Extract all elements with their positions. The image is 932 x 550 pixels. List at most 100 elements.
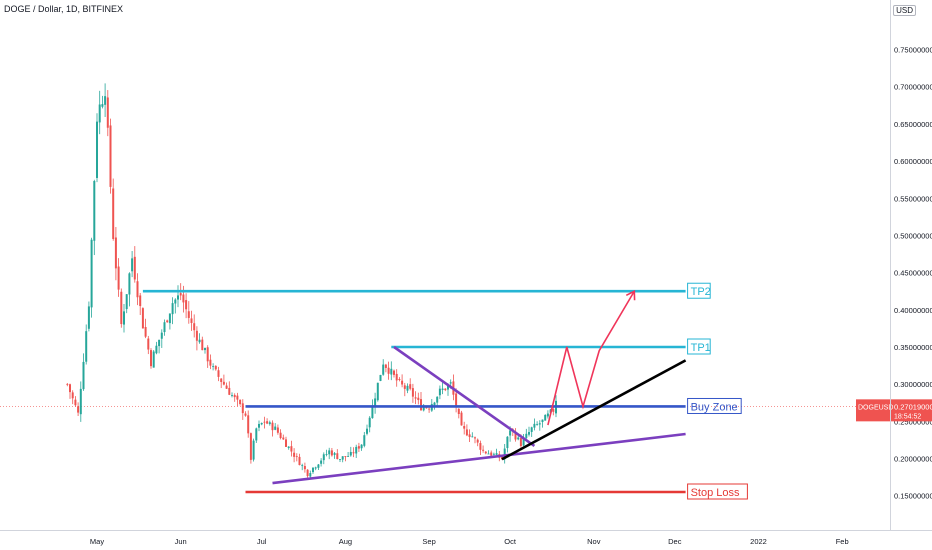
candle-body	[198, 339, 201, 343]
candle-body	[285, 439, 287, 447]
candle-body	[74, 399, 77, 406]
candle-body	[236, 395, 239, 400]
last-price-tag: DOGEUSD 0.27019000 18:54:52	[856, 399, 932, 422]
levels-layer	[142, 289, 686, 494]
candle-body	[96, 121, 98, 178]
candle-body	[409, 384, 412, 389]
currency-button[interactable]: USD	[893, 5, 916, 16]
candle-body	[438, 388, 441, 396]
candle-body	[463, 426, 466, 429]
candle-body	[449, 382, 452, 384]
candle-body	[244, 413, 247, 416]
candle-body	[125, 294, 128, 310]
candle-body	[306, 469, 309, 477]
candle-body	[525, 433, 528, 439]
candle-body	[360, 444, 363, 449]
candle-body	[538, 423, 541, 425]
candle-body	[436, 396, 439, 403]
time-axis-border	[0, 530, 932, 531]
candle-body	[139, 295, 142, 307]
y-tick-label: 0.30000000	[894, 380, 932, 389]
candle-body	[109, 125, 112, 187]
candle-body	[101, 104, 104, 107]
candle-body	[517, 437, 520, 440]
candle-body	[117, 266, 120, 290]
candle-body	[339, 459, 341, 460]
candle-body	[330, 450, 333, 456]
candle-body	[282, 437, 285, 440]
candle-body	[233, 395, 236, 398]
level-labels-layer: TP2 TP1 Buy Zone Stop Loss	[687, 282, 748, 500]
candle-body	[447, 384, 449, 390]
candle-body	[279, 432, 282, 438]
candle-body	[387, 367, 390, 374]
candle-body	[160, 332, 163, 339]
candle-body	[217, 370, 220, 377]
candle-body	[152, 351, 155, 368]
x-tick-label: Jun	[175, 537, 187, 546]
y-tick-label: 0.45000000	[894, 269, 932, 278]
candle-body	[455, 393, 458, 408]
candle-body	[474, 437, 476, 439]
candle-body	[530, 427, 533, 432]
projection-layer	[547, 289, 636, 426]
last-price-tag-bg	[856, 399, 932, 422]
candle-body	[150, 350, 152, 367]
candle-body	[325, 454, 328, 455]
candle-body	[509, 430, 512, 436]
candle-body	[90, 239, 93, 308]
y-tick-label: 0.60000000	[894, 157, 932, 166]
candle-body	[482, 449, 485, 451]
candle-body	[228, 387, 231, 395]
candle-body	[247, 415, 250, 434]
candle-body	[187, 311, 190, 318]
candle-body	[195, 330, 198, 341]
candle-body	[352, 452, 355, 454]
candle-body	[147, 338, 150, 350]
time-axis[interactable]: May Jun Jul Aug Sep Oct Nov Dec 2022 Feb	[90, 537, 849, 546]
candle-body	[390, 368, 393, 375]
level-label-tp1: TP1	[691, 342, 711, 354]
candle-body	[336, 453, 339, 460]
candle-body	[317, 464, 320, 468]
x-tick-label: Aug	[339, 537, 352, 546]
candle-body	[484, 451, 487, 454]
candle-body	[249, 433, 252, 460]
candle-body	[241, 403, 244, 414]
candle-body	[220, 378, 223, 382]
candle-body	[239, 399, 242, 405]
candle-body	[177, 295, 179, 300]
candle-body	[190, 318, 193, 323]
y-tick-label: 0.35000000	[894, 343, 932, 352]
candle-body	[349, 451, 352, 456]
symbol-legend[interactable]: DOGE / Dollar, 1D, BITFINEX	[4, 4, 124, 14]
candle-body	[393, 370, 395, 375]
candle-body	[222, 381, 225, 385]
candle-body	[417, 397, 420, 401]
candles-layer	[66, 83, 557, 480]
level-label-box	[687, 282, 711, 299]
candle-body	[114, 237, 117, 269]
candle-body	[328, 450, 331, 455]
candle-body	[193, 323, 196, 331]
projection-arrow-head	[625, 289, 636, 301]
candle-body	[158, 339, 161, 347]
candle-body	[465, 429, 468, 436]
y-tick-label: 0.20000000	[894, 455, 932, 464]
candle-body	[379, 374, 382, 381]
candle-body	[492, 453, 495, 455]
candle-body	[314, 467, 317, 469]
candle-body	[376, 382, 379, 401]
price-axis[interactable]: 0.15000000 0.20000000 0.25000000 0.30000000…	[894, 8, 932, 500]
candle-body	[425, 407, 428, 409]
x-tick-label: Sep	[422, 537, 435, 546]
candle-body	[536, 424, 539, 425]
candle-body	[204, 347, 206, 351]
x-tick-label: Jul	[257, 537, 267, 546]
candle-body	[133, 256, 136, 280]
last-price-value: 0.27019000	[894, 402, 932, 411]
candle-body	[168, 313, 171, 324]
candle-body	[255, 428, 258, 441]
candle-body	[171, 303, 174, 315]
